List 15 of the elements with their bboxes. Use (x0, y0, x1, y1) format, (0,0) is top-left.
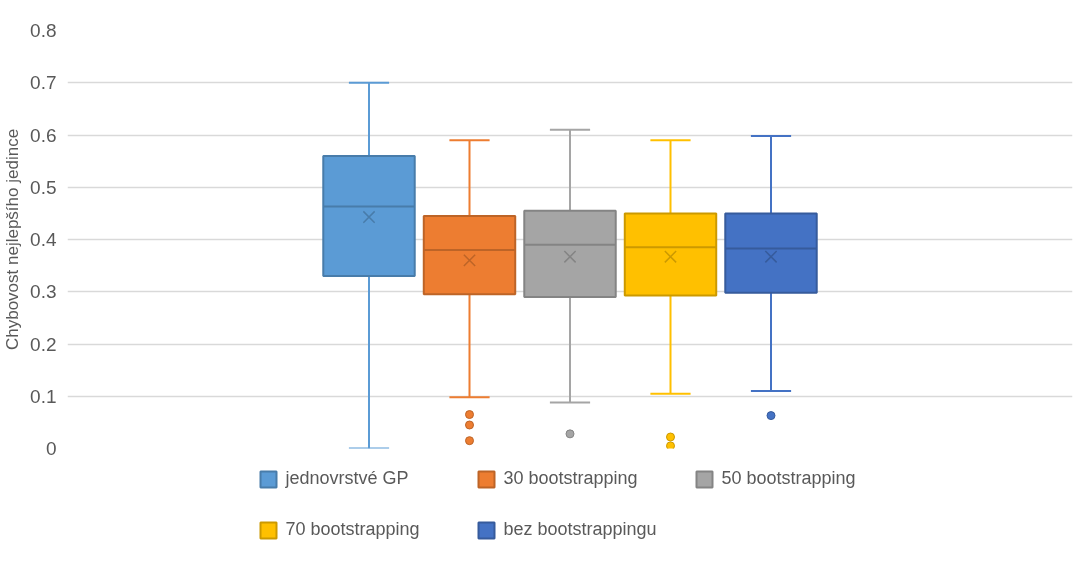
y-tick-label: 0.1 (30, 385, 57, 407)
y-tick-label: 0.8 (30, 20, 57, 41)
legend-label: 70 bootstrapping (285, 519, 421, 540)
y-tick-label: 0.3 (30, 281, 57, 303)
legend-label: jednovrstvé GP (285, 468, 410, 489)
y-tick-label: 0.6 (30, 124, 57, 146)
y-tick-label: 0.2 (30, 333, 57, 355)
y-tick-label: 0.7 (30, 72, 57, 94)
legend-label: 50 bootstrapping (721, 468, 857, 489)
y-axis-title: Chybovost nejlepšího jedince (3, 128, 23, 351)
legend-label: bez bootstrappingu (503, 519, 658, 540)
y-tick-label: 0.4 (30, 229, 57, 250)
y-tick-label: 0.5 (30, 176, 57, 198)
y-tick-label: 0 (45, 438, 57, 459)
legend-label: 30 bootstrapping (503, 468, 639, 489)
